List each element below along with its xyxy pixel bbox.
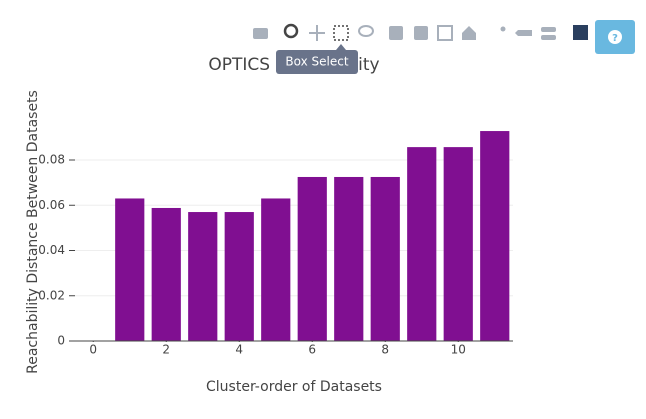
bar	[261, 198, 291, 341]
lasso-icon[interactable]	[358, 25, 374, 37]
home-icon[interactable]	[462, 26, 476, 40]
help-label: ?	[612, 33, 618, 44]
hover-closest-icon[interactable]	[515, 30, 532, 36]
y-axis-title: Reachability Distance Between Datasets	[25, 90, 41, 374]
bar	[115, 198, 145, 341]
y-tick-label: 0.04	[38, 243, 65, 257]
bar	[188, 212, 218, 341]
y-tick-label: 0.02	[38, 288, 65, 302]
plot-area: 0 0.02 0.04 0.06 0.08 0 2 4 6 8 10	[38, 131, 513, 357]
tooltip-box	[276, 50, 358, 74]
x-tick-label: 8	[381, 343, 389, 357]
bar	[297, 176, 327, 341]
x-tick-label: 10	[451, 343, 466, 357]
bar	[407, 147, 437, 341]
x-tick-label: 0	[89, 343, 97, 357]
camera-icon[interactable]	[253, 28, 268, 39]
hover-compare-icon[interactable]	[541, 27, 556, 32]
autoscale-icon[interactable]	[437, 25, 453, 41]
bar	[370, 176, 400, 341]
tooltip-text: Box Select	[285, 55, 348, 69]
x-tick-label: 2	[162, 343, 170, 357]
box-select-icon[interactable]	[333, 25, 349, 41]
tooltip-arrow	[336, 44, 346, 50]
x-axis-title: Cluster-order of Datasets	[206, 379, 382, 395]
zoom-in-icon[interactable]	[389, 26, 403, 40]
y-tick-label: 0.08	[38, 153, 65, 167]
zoom-icon[interactable]	[283, 23, 299, 39]
bar	[151, 207, 181, 341]
bar	[480, 131, 510, 341]
plotly-logo[interactable]	[573, 25, 588, 40]
x-tick-label: 4	[235, 343, 243, 357]
help-circle	[608, 30, 622, 44]
y-tick-label: 0.06	[38, 198, 65, 212]
bar	[443, 147, 473, 341]
pan-icon[interactable]	[309, 25, 325, 41]
zoom-out-icon[interactable]	[414, 26, 428, 40]
y-tick-label: 0	[57, 334, 65, 348]
hover-compare-icon-part	[541, 35, 556, 40]
modebar: ?	[253, 20, 635, 54]
x-tick-label: 6	[308, 343, 316, 357]
spike-icon[interactable]	[500, 26, 506, 32]
tooltip: Box Select	[276, 44, 358, 74]
bar	[334, 176, 364, 341]
bar	[224, 212, 254, 341]
